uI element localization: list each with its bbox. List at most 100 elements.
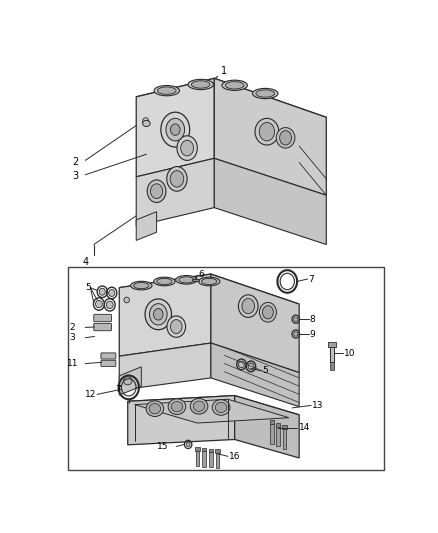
Ellipse shape (294, 332, 298, 336)
Text: 13: 13 (312, 401, 324, 410)
Bar (330, 361, 334, 370)
Ellipse shape (166, 118, 184, 141)
Ellipse shape (201, 278, 217, 285)
Ellipse shape (147, 180, 166, 203)
Bar (328, 342, 336, 347)
Text: 3: 3 (72, 171, 78, 181)
Polygon shape (119, 274, 299, 318)
Ellipse shape (248, 363, 254, 370)
Text: 6: 6 (199, 270, 205, 279)
Ellipse shape (161, 112, 190, 147)
Ellipse shape (176, 276, 197, 284)
Ellipse shape (170, 320, 182, 334)
Polygon shape (128, 395, 235, 445)
Ellipse shape (212, 400, 230, 415)
Bar (68, 267, 384, 470)
Bar (283, 429, 286, 448)
Text: 2: 2 (70, 323, 75, 332)
Text: 12: 12 (85, 390, 96, 399)
Ellipse shape (225, 82, 244, 89)
Ellipse shape (191, 81, 210, 88)
Ellipse shape (168, 399, 186, 415)
Ellipse shape (157, 87, 176, 94)
Polygon shape (214, 78, 326, 195)
Text: 8: 8 (309, 314, 315, 324)
Ellipse shape (143, 118, 149, 125)
Ellipse shape (242, 298, 254, 314)
Ellipse shape (252, 88, 278, 99)
Ellipse shape (177, 136, 197, 160)
Ellipse shape (188, 79, 213, 90)
Ellipse shape (186, 442, 190, 447)
Bar (195, 447, 200, 450)
FancyBboxPatch shape (94, 324, 111, 330)
Ellipse shape (179, 277, 194, 283)
Text: 3: 3 (69, 333, 75, 342)
Polygon shape (214, 158, 326, 245)
Text: 14: 14 (298, 423, 310, 432)
Ellipse shape (157, 278, 172, 285)
Ellipse shape (222, 80, 247, 91)
Polygon shape (211, 274, 299, 373)
Ellipse shape (167, 166, 187, 191)
Ellipse shape (149, 403, 161, 414)
Bar (270, 420, 274, 424)
Ellipse shape (256, 90, 275, 97)
Bar (270, 424, 274, 443)
Ellipse shape (109, 289, 115, 296)
Ellipse shape (134, 282, 149, 289)
Ellipse shape (215, 402, 227, 413)
Ellipse shape (99, 288, 105, 295)
Ellipse shape (259, 123, 275, 141)
Ellipse shape (154, 277, 175, 286)
Bar (196, 450, 199, 466)
Polygon shape (136, 78, 214, 177)
Text: 5: 5 (262, 367, 268, 375)
Ellipse shape (279, 131, 292, 145)
Ellipse shape (170, 171, 184, 187)
Polygon shape (136, 212, 156, 240)
Bar (191, 279, 199, 281)
Ellipse shape (145, 299, 172, 330)
Ellipse shape (131, 281, 152, 290)
Bar (208, 448, 213, 452)
Bar (202, 448, 206, 451)
Ellipse shape (294, 317, 298, 321)
Bar (202, 451, 206, 466)
Polygon shape (136, 158, 214, 226)
Ellipse shape (181, 140, 194, 156)
Ellipse shape (149, 304, 167, 325)
Bar (276, 423, 280, 427)
Polygon shape (128, 395, 299, 421)
Text: 4: 4 (83, 257, 88, 267)
Ellipse shape (193, 401, 205, 411)
Ellipse shape (238, 295, 258, 317)
Text: 7: 7 (309, 274, 314, 284)
Ellipse shape (259, 302, 276, 322)
Text: 11: 11 (67, 359, 78, 368)
Ellipse shape (170, 124, 180, 135)
Bar (216, 453, 219, 468)
Ellipse shape (124, 297, 130, 303)
Ellipse shape (154, 309, 163, 320)
Ellipse shape (167, 316, 186, 337)
Polygon shape (235, 395, 299, 458)
Bar (215, 449, 220, 453)
Ellipse shape (239, 361, 244, 368)
Text: 16: 16 (229, 452, 240, 461)
Bar (276, 426, 280, 446)
Bar (330, 346, 335, 362)
Text: 2: 2 (72, 157, 78, 167)
Ellipse shape (143, 120, 150, 126)
Ellipse shape (276, 127, 295, 148)
Text: 9: 9 (309, 329, 315, 338)
Text: 1: 1 (221, 66, 227, 76)
FancyBboxPatch shape (101, 360, 116, 366)
Ellipse shape (106, 301, 113, 309)
Ellipse shape (151, 184, 162, 199)
Bar (209, 452, 212, 467)
Ellipse shape (198, 277, 220, 286)
Ellipse shape (171, 401, 183, 412)
Ellipse shape (190, 399, 208, 414)
Text: 5: 5 (85, 283, 91, 292)
